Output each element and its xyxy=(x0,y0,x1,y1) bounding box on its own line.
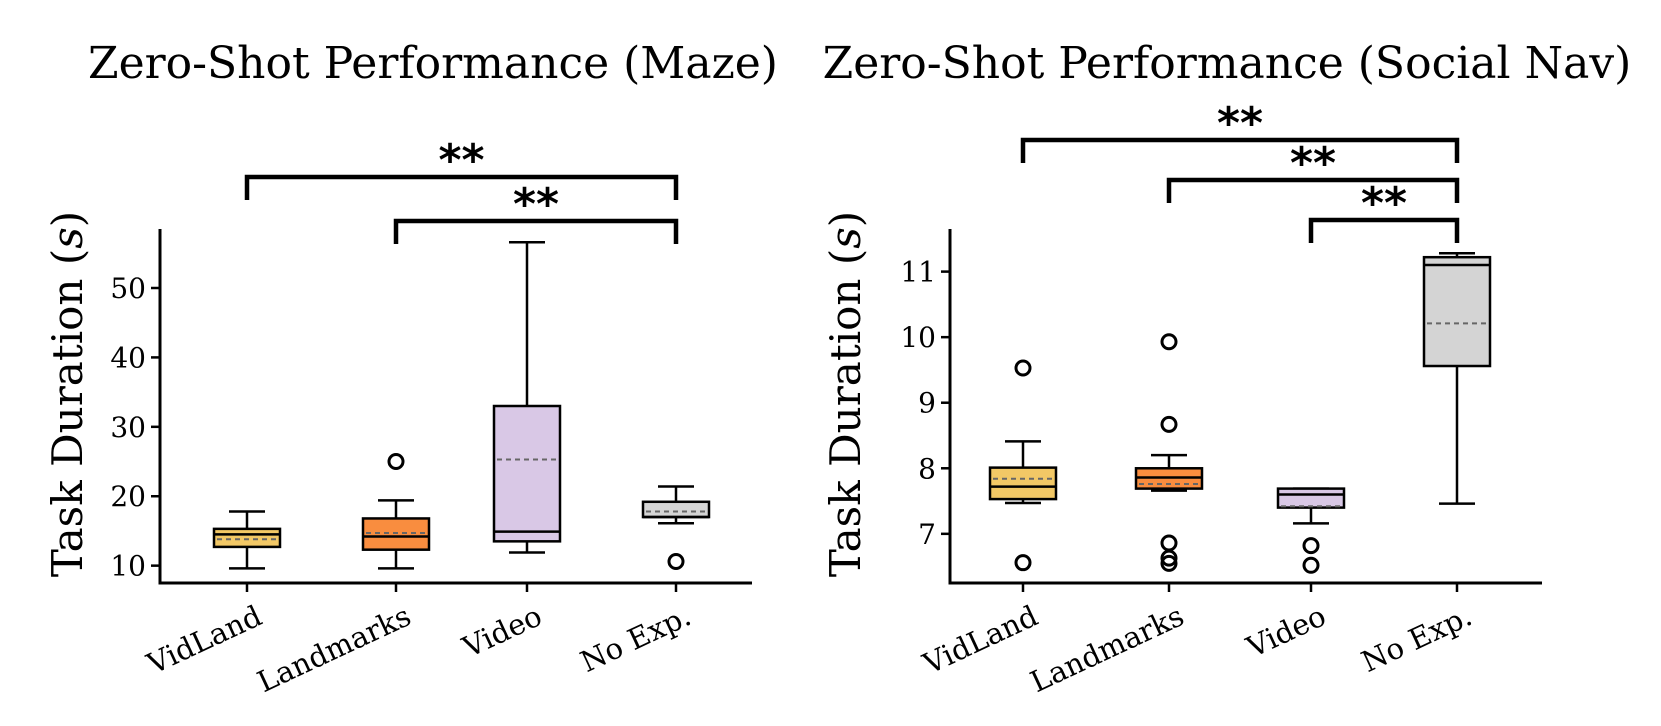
box-iqr xyxy=(1276,487,1346,509)
box-video xyxy=(492,240,562,554)
outlier-point xyxy=(1160,333,1178,351)
box-iqr xyxy=(641,500,711,519)
significance-label: ** xyxy=(1217,98,1263,149)
chart-title-maze: Zero-Shot Performance (Maze) xyxy=(88,38,778,89)
significance-label: ** xyxy=(1361,178,1407,229)
x-tick-label: Landmarks xyxy=(252,599,416,700)
box-iqr xyxy=(212,527,282,549)
y-axis-label-var-maze: s xyxy=(43,227,92,249)
box-iqr xyxy=(361,517,431,551)
outlier-point xyxy=(1160,549,1178,567)
box-landmarks xyxy=(361,453,431,570)
outlier-point xyxy=(1302,537,1320,555)
box-vidland xyxy=(988,359,1058,572)
y-axis-label-close-social-nav: ) xyxy=(821,211,870,227)
chart-title-social-nav: Zero-Shot Performance (Social Nav) xyxy=(823,38,1632,89)
outlier-point xyxy=(1160,554,1178,572)
x-tick-label: No Exp. xyxy=(1356,599,1477,679)
box-iqr xyxy=(492,404,562,543)
y-tick-label: 10 xyxy=(900,321,936,354)
y-tick-label: 10 xyxy=(110,550,146,583)
outlier-point xyxy=(1014,554,1032,572)
outlier-point xyxy=(1160,534,1178,552)
x-tick-label: VidLand xyxy=(141,599,267,682)
significance-label: ** xyxy=(513,179,559,230)
y-axis-label-social-nav: Task Duration (s) xyxy=(821,211,870,577)
y-tick-label: 11 xyxy=(900,256,936,289)
significance-label: ** xyxy=(438,135,484,186)
significance-label: ** xyxy=(1290,138,1336,189)
box-iqr xyxy=(988,466,1058,501)
outlier-point xyxy=(1302,556,1320,574)
x-tick-label: Video xyxy=(1241,599,1331,665)
y-axis-label-text-maze: Task Duration ( xyxy=(43,249,92,577)
box-landmarks xyxy=(1134,333,1204,572)
x-tick-label: Landmarks xyxy=(1025,599,1189,700)
significance-bracket xyxy=(244,174,679,200)
box-iqr xyxy=(1422,255,1492,368)
significance-bracket xyxy=(1166,177,1460,203)
y-axis-label-maze: Task Duration (s) xyxy=(43,211,92,577)
significance-bracket xyxy=(393,218,679,244)
box-no-exp xyxy=(1422,252,1492,505)
y-tick-label: 20 xyxy=(110,480,146,513)
y-axis-label-text-social-nav: Task Duration ( xyxy=(821,249,870,577)
x-tick-label: No Exp. xyxy=(575,599,696,679)
outlier-point xyxy=(1160,415,1178,433)
panel-maze: Zero-Shot Performance (Maze) Task Durati… xyxy=(43,38,778,699)
significance-bracket xyxy=(1308,217,1460,243)
box-vidland xyxy=(212,510,282,570)
y-tick-label: 30 xyxy=(110,411,146,444)
x-tick-label: Video xyxy=(457,599,547,665)
outlier-point xyxy=(1014,359,1032,377)
outlier-point xyxy=(667,552,685,570)
y-tick-label: 7 xyxy=(918,518,936,551)
box-no-exp xyxy=(641,485,711,570)
y-axis-label-close-maze: ) xyxy=(43,211,92,227)
y-tick-label: 40 xyxy=(110,341,146,374)
outlier-point xyxy=(387,453,405,471)
box-video xyxy=(1276,487,1346,574)
y-axis-label-var-social-nav: s xyxy=(821,227,870,249)
y-tick-label: 9 xyxy=(918,387,936,420)
significance-bracket xyxy=(1020,137,1460,163)
y-tick-label: 8 xyxy=(918,452,936,485)
y-tick-label: 50 xyxy=(110,272,146,305)
x-tick-label: VidLand xyxy=(917,599,1043,682)
panel-social-nav: Zero-Shot Performance (Social Nav) Task … xyxy=(821,38,1631,699)
